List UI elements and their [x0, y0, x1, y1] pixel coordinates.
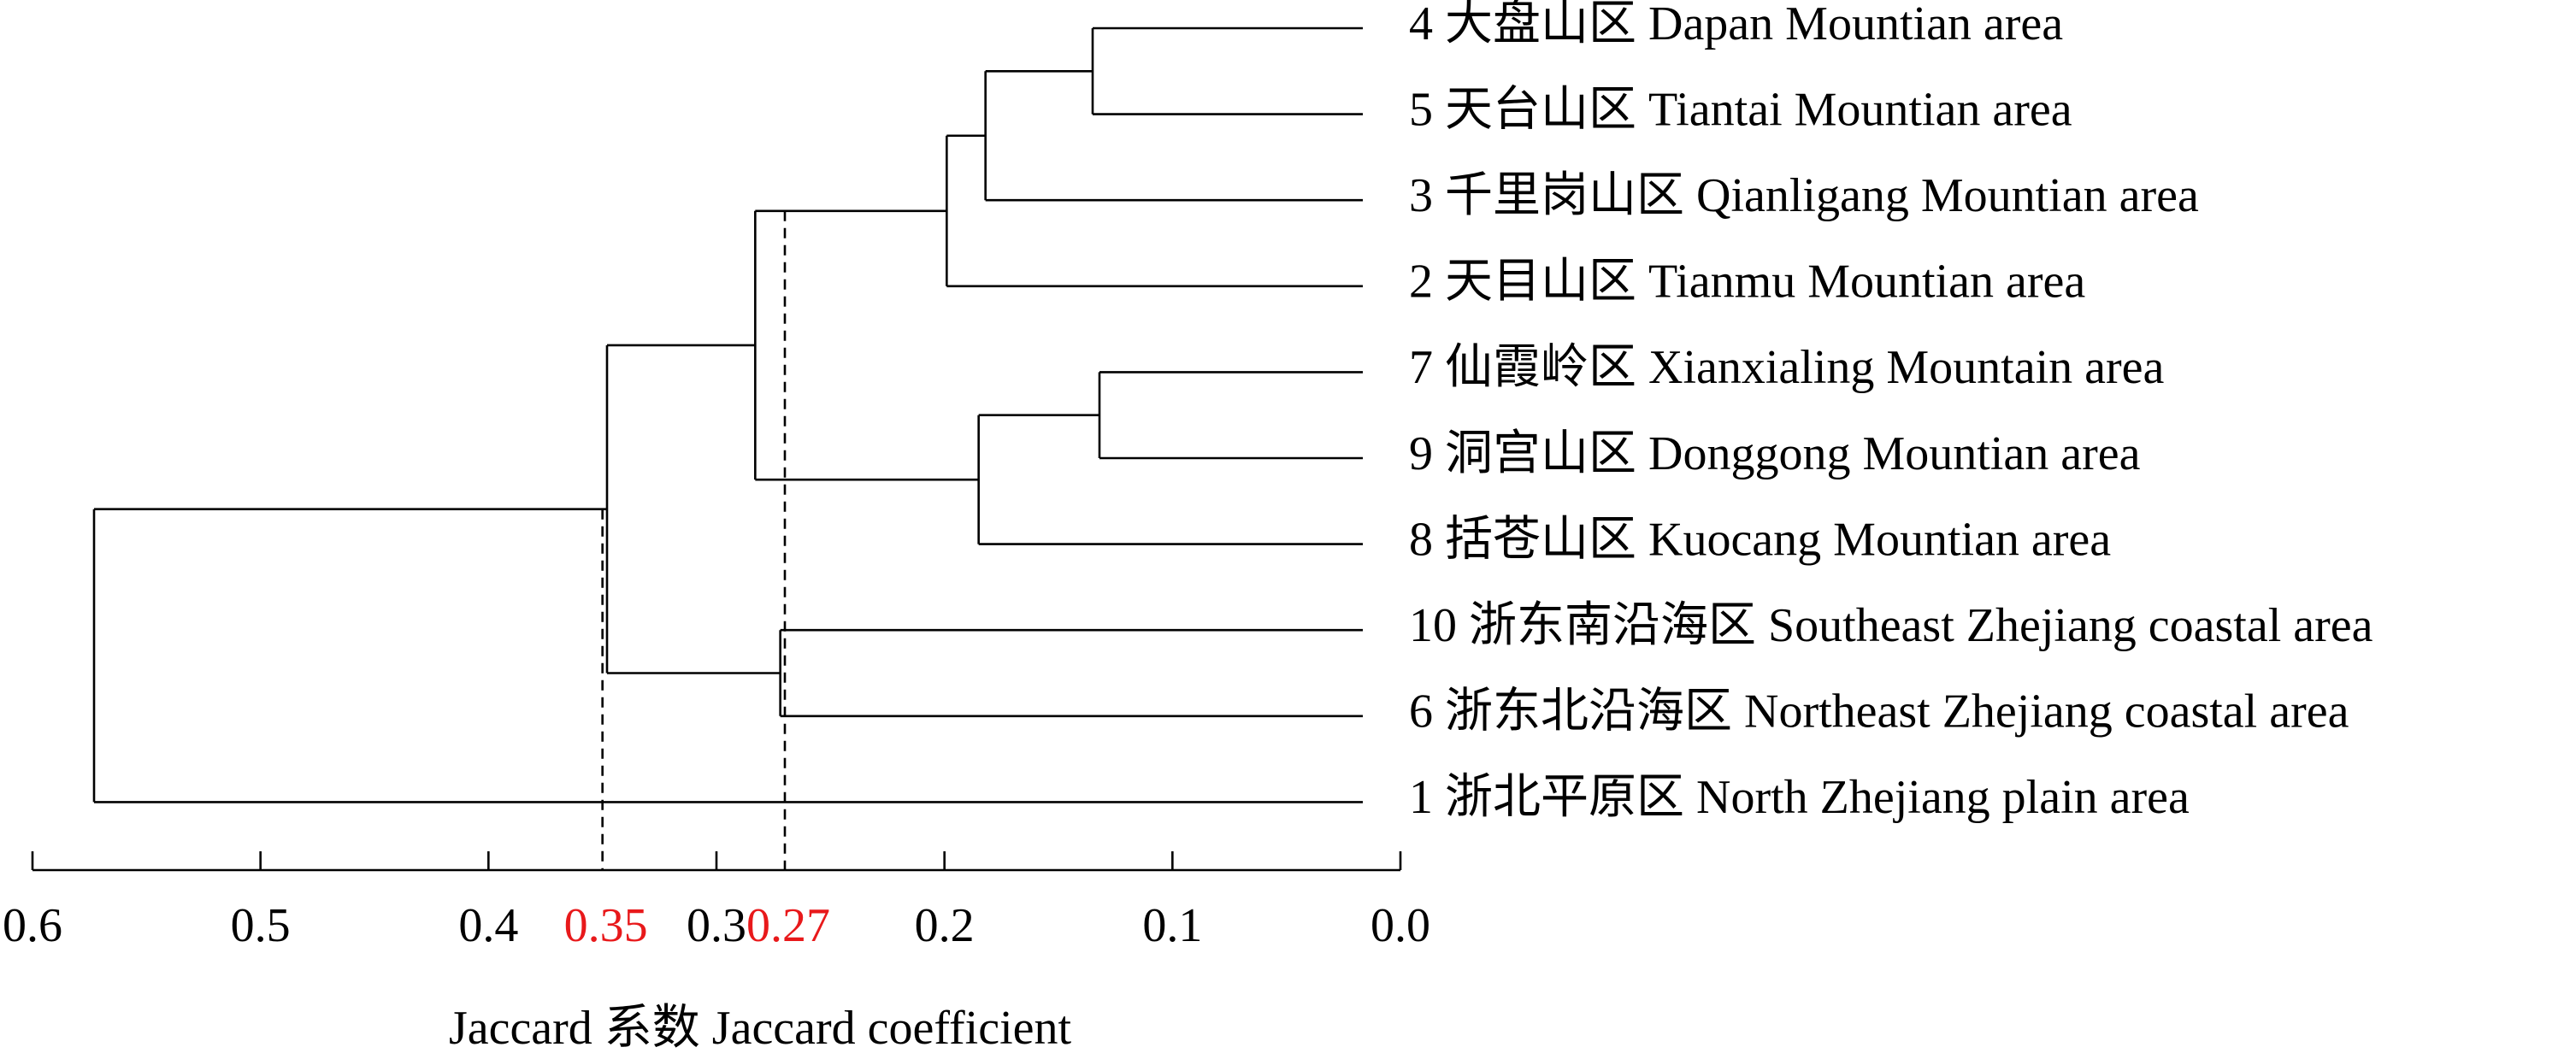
x-tick-label: 0.5 — [231, 899, 291, 952]
cut-label: 0.35 — [564, 899, 648, 952]
leaf-label: 2 天目山区 Tianmu Mountian area — [1409, 256, 2085, 309]
x-tick-label: 0.3 — [687, 899, 746, 952]
x-tick-label: 0.4 — [458, 899, 518, 952]
leaf-label: 10 浙东南沿海区 Southeast Zhejiang coastal are… — [1409, 599, 2373, 652]
leaf-label: 9 洞宫山区 Donggong Mountian area — [1409, 427, 2141, 480]
x-axis-label: Jaccard 系数 Jaccard coefficient — [449, 1002, 1072, 1055]
leaf-label: 6 浙东北沿海区 Northeast Zhejiang coastal area — [1409, 685, 2349, 738]
leaf-label: 7 仙霞岭区 Xianxialing Mountain area — [1409, 341, 2165, 394]
x-tick-label: 0.2 — [915, 899, 975, 952]
leaf-label: 5 天台山区 Tiantai Mountian area — [1409, 83, 2072, 136]
x-tick-label: 0.1 — [1142, 899, 1202, 952]
leaf-label: 8 括苍山区 Kuocang Mountian area — [1409, 513, 2111, 566]
leaf-label: 3 千里岗山区 Qianligang Mountian area — [1409, 169, 2199, 222]
leaf-label: 1 浙北平原区 North Zhejiang plain area — [1409, 771, 2190, 824]
leaf-label: 4 大盘山区 Dapan Mountian area — [1409, 0, 2063, 50]
x-tick-label: 0.0 — [1371, 899, 1430, 952]
cut-label: 0.27 — [746, 899, 830, 952]
x-tick-label: 0.6 — [3, 899, 62, 952]
